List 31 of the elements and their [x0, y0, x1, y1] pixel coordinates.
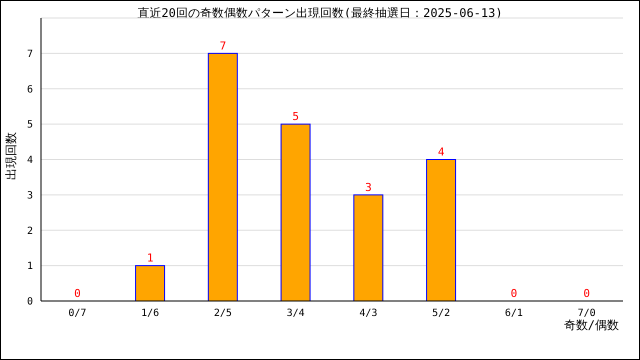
data-label: 5: [292, 110, 299, 124]
x-tick-label: 1/6: [141, 308, 160, 320]
y-axis-title: 出現回数: [4, 132, 18, 180]
x-tick-label: 5/2: [432, 308, 450, 320]
bar: [353, 194, 384, 301]
y-tick-label: 4: [26, 155, 33, 166]
x-axis-title: 奇数/偶数: [564, 317, 619, 334]
x-tick-label: 6/1: [504, 308, 523, 320]
bar: [208, 52, 238, 301]
data-label: 4: [438, 146, 445, 158]
data-label: 0: [583, 287, 590, 300]
y-tick-label: 0: [26, 296, 33, 308]
y-tick-label: 5: [26, 120, 33, 131]
x-tick-label: 3/4: [286, 308, 305, 320]
y-tick-label: 6: [26, 84, 33, 96]
x-tick-label: 0/7: [68, 308, 86, 320]
x-tick-label: 7/0: [578, 308, 596, 320]
y-tick-label: 7: [26, 48, 33, 60]
data-label: 0: [74, 287, 81, 300]
data-label: 1: [146, 252, 154, 265]
data-label: 3: [365, 180, 372, 194]
y-tick-label: 1: [26, 261, 33, 272]
bar: [135, 265, 166, 301]
y-tick-label: 3: [26, 190, 33, 202]
bar: [280, 124, 311, 301]
bar: [426, 159, 456, 301]
data-label: 0: [510, 287, 518, 300]
data-label: 7: [220, 39, 226, 52]
x-tick-label: 4/3: [359, 308, 378, 320]
y-tick-label: 2: [26, 226, 33, 237]
x-tick-label: 2/5: [214, 308, 232, 320]
